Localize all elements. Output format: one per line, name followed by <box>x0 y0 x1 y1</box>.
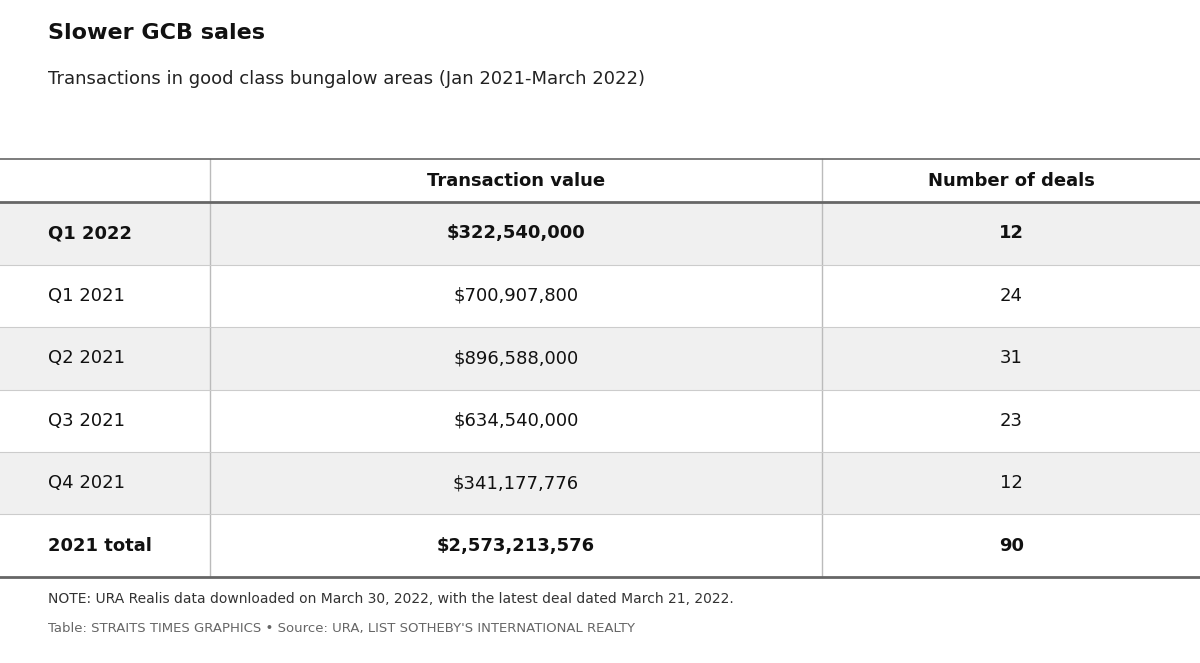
Text: Transaction value: Transaction value <box>427 172 605 190</box>
Text: 31: 31 <box>1000 349 1024 367</box>
Text: Table: STRAITS TIMES GRAPHICS • Source: URA, LIST SOTHEBY'S INTERNATIONAL REALTY: Table: STRAITS TIMES GRAPHICS • Source: … <box>48 622 635 635</box>
Text: $896,588,000: $896,588,000 <box>454 349 578 367</box>
Bar <box>0 202 1200 265</box>
Text: Q2 2021: Q2 2021 <box>48 349 125 367</box>
Text: NOTE: URA Realis data downloaded on March 30, 2022, with the latest deal dated M: NOTE: URA Realis data downloaded on Marc… <box>48 592 733 606</box>
Text: $634,540,000: $634,540,000 <box>454 412 578 430</box>
Text: Q1 2021: Q1 2021 <box>48 287 125 305</box>
Text: $322,540,000: $322,540,000 <box>446 225 586 243</box>
Bar <box>0 452 1200 514</box>
Text: $341,177,776: $341,177,776 <box>452 474 580 492</box>
Text: Slower GCB sales: Slower GCB sales <box>48 23 265 43</box>
Text: 12: 12 <box>1000 474 1024 492</box>
Text: Transactions in good class bungalow areas (Jan 2021-March 2022): Transactions in good class bungalow area… <box>48 70 646 88</box>
Text: 2021 total: 2021 total <box>48 536 152 554</box>
Text: Q1 2022: Q1 2022 <box>48 225 132 243</box>
Text: $700,907,800: $700,907,800 <box>454 287 578 305</box>
Text: 24: 24 <box>1000 287 1024 305</box>
Text: 90: 90 <box>1000 536 1024 554</box>
Bar <box>0 327 1200 390</box>
Text: 23: 23 <box>1000 412 1024 430</box>
Text: Q3 2021: Q3 2021 <box>48 412 125 430</box>
Text: 12: 12 <box>1000 225 1024 243</box>
Text: Number of deals: Number of deals <box>928 172 1096 190</box>
Text: Q4 2021: Q4 2021 <box>48 474 125 492</box>
Text: $2,573,213,576: $2,573,213,576 <box>437 536 595 554</box>
